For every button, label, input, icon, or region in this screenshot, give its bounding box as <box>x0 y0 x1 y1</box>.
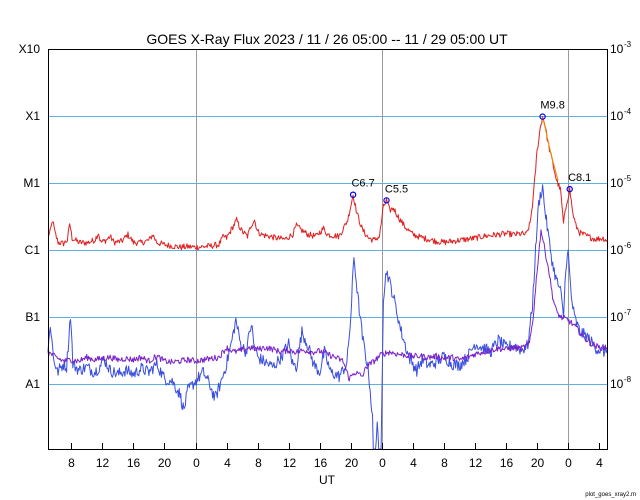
right-flux-label-5: 10 <box>610 377 624 391</box>
x-tick-label-6: 8 <box>255 456 262 470</box>
x-tick-label-13: 12 <box>469 456 483 470</box>
x-tick-label-17: 4 <box>596 456 603 470</box>
x-tick-label-10: 0 <box>379 456 386 470</box>
x-tick-label-11: 4 <box>410 456 417 470</box>
class-label-3: C1 <box>25 243 41 257</box>
series-line-3 <box>542 116 559 181</box>
x-tick-label-0: 8 <box>68 456 75 470</box>
flare-marker-3 <box>566 185 573 193</box>
series-layer <box>47 115 608 450</box>
annotation-layer: C6.7 C5.5 M9.8 C8.1 <box>349 100 591 204</box>
class-label-5: A1 <box>25 377 40 391</box>
class-label-4: B1 <box>25 310 40 324</box>
flare-marker-0 <box>349 191 357 198</box>
x-tick-label-7: 12 <box>283 456 297 470</box>
x-tick-label-9: 20 <box>345 456 359 470</box>
flare-label-3: C8.1 <box>568 172 591 184</box>
right-flux-exponent-3: -6 <box>624 241 632 250</box>
series-line-0 <box>47 115 608 251</box>
right-flux-label-2: 10 <box>610 176 624 190</box>
x-axis-label: UT <box>319 473 336 487</box>
right-flux-label-3: 10 <box>610 243 624 257</box>
series-line-2 <box>47 229 608 382</box>
x-tick-label-3: 20 <box>158 456 172 470</box>
right-flux-exponent-4: -7 <box>624 308 632 317</box>
x-tick-label-16: 0 <box>565 456 572 470</box>
footnote: plot_goes_xray2.m <box>585 492 636 498</box>
flare-label-0: C6.7 <box>351 178 374 190</box>
class-label-2: M1 <box>23 176 40 190</box>
chart-title: GOES X-Ray Flux 2023 / 11 / 26 05:00 -- … <box>146 31 508 47</box>
flare-label-2: M9.8 <box>540 100 564 112</box>
x-tick-label-1: 12 <box>96 456 110 470</box>
series-line-1 <box>47 184 608 450</box>
x-tick-label-12: 8 <box>441 456 448 470</box>
flare-label-1: C5.5 <box>385 183 408 195</box>
class-label-0: X10 <box>19 42 41 56</box>
right-flux-exponent-1: -4 <box>624 107 632 116</box>
right-flux-exponent-0: -3 <box>624 40 632 49</box>
plot-frame <box>48 49 608 450</box>
right-flux-exponent-2: -5 <box>624 174 632 183</box>
x-tick-label-15: 20 <box>531 456 545 470</box>
x-tick-label-5: 4 <box>224 456 231 470</box>
class-label-1: X1 <box>25 109 40 123</box>
flare-marker-1 <box>383 197 390 204</box>
right-flux-exponent-5: -8 <box>624 375 632 384</box>
grid-layer <box>48 49 607 449</box>
right-flux-label-1: 10 <box>610 109 624 123</box>
right-flux-label-0: 10 <box>610 42 624 56</box>
x-tick-label-14: 16 <box>500 456 514 470</box>
axis-layer: 8 12 16 20 0 4 8 12 16 20 0 4 8 12 16 20 0 4 X10 X1 M1 C1 B1 A1… <box>19 40 632 470</box>
x-tick-label-8: 16 <box>314 456 328 470</box>
right-flux-label-4: 10 <box>610 310 624 324</box>
x-tick-label-4: 0 <box>193 456 200 470</box>
x-tick-label-2: 16 <box>127 456 141 470</box>
flare-marker-2 <box>539 113 546 120</box>
